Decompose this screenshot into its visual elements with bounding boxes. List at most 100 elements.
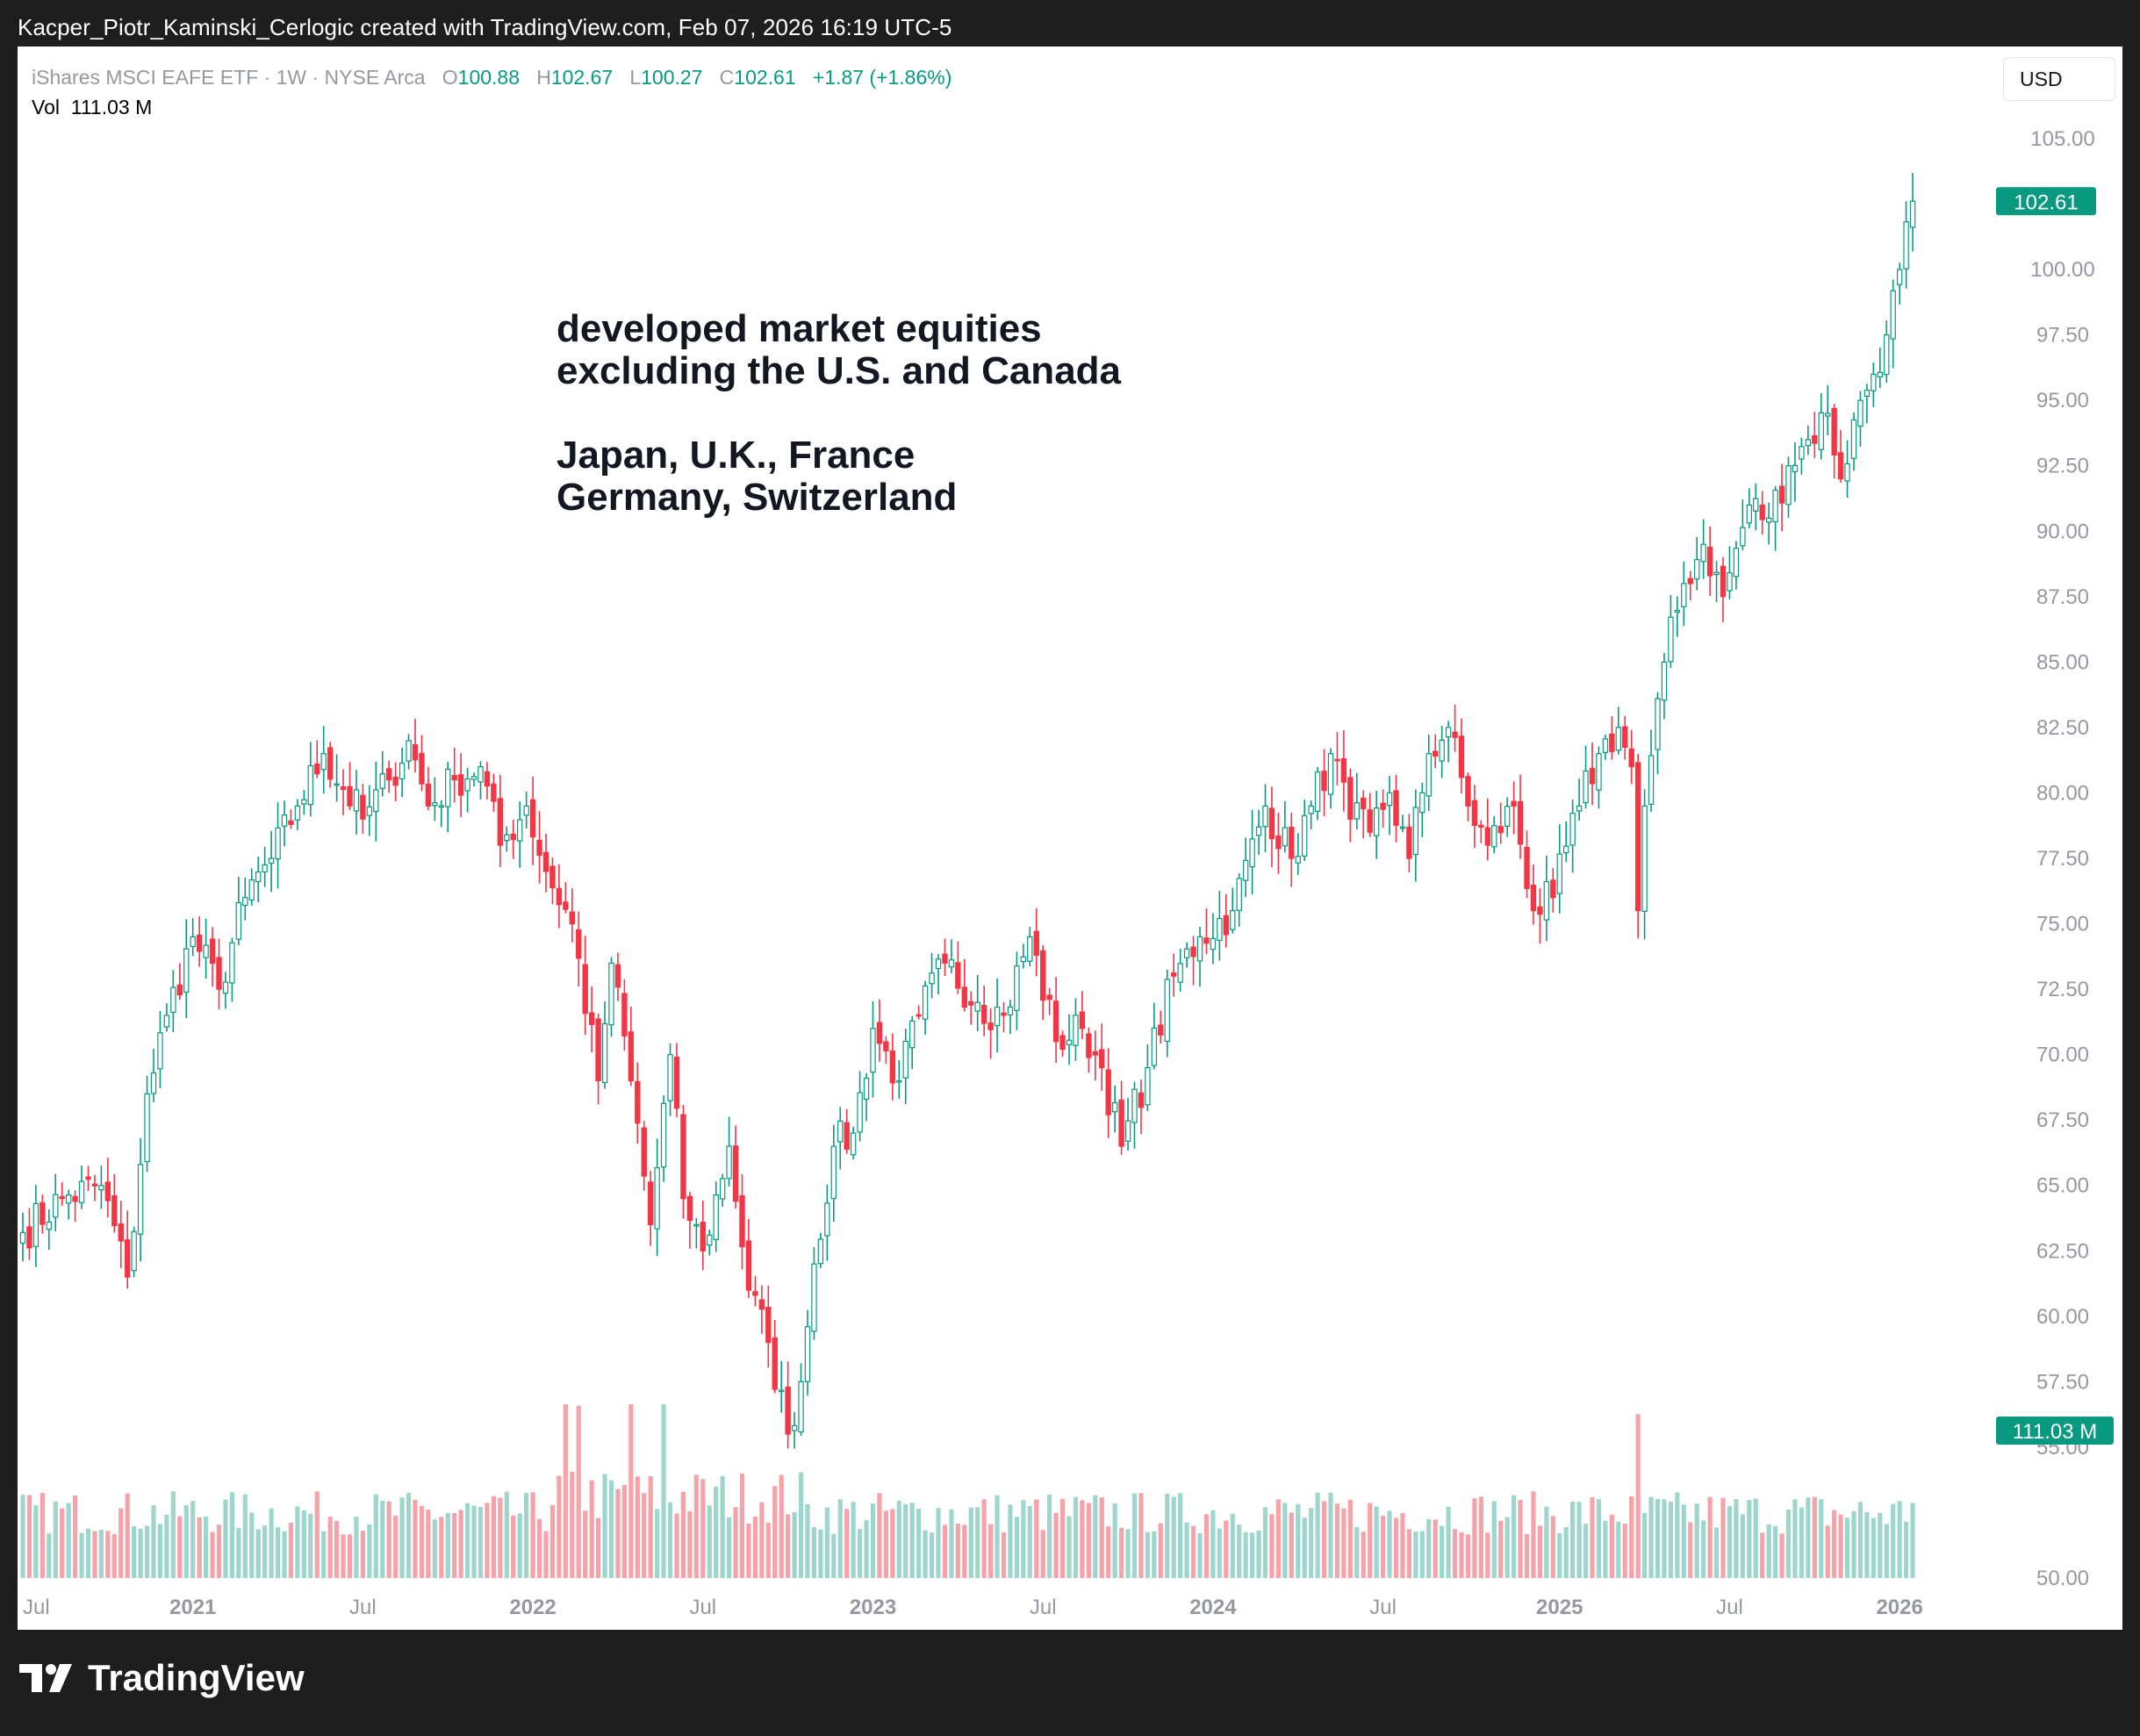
volume-bar [1544,1506,1549,1578]
candle-body [785,1386,791,1435]
candle-body [902,1040,908,1079]
candle-body [1145,1066,1151,1106]
volume-bar [608,1480,614,1578]
candle-body [1268,807,1275,840]
volume-bar [1878,1512,1883,1578]
high-value: 102.67 [550,66,614,89]
candle-body [1740,527,1746,547]
candle-body [242,897,248,907]
candle-body [307,764,314,806]
volume-bar [1419,1531,1425,1578]
candle-body [929,972,935,985]
candle-body [563,901,569,910]
volume-bar [549,1504,556,1578]
candle-body [732,1145,739,1202]
candle-body [1550,879,1556,899]
candle-body [1255,826,1262,836]
candle-body [104,1181,111,1202]
volume-bar [426,1510,431,1578]
candle-body [1282,827,1289,847]
tradingview-logo[interactable]: TradingView [19,1657,305,1699]
candle-body [576,929,582,959]
candle-body [1373,807,1380,836]
volume-bar [1093,1495,1098,1578]
candle-body [876,1022,883,1044]
candle-body [65,1194,72,1204]
volume-bar [1302,1517,1307,1578]
volume-bar [903,1503,908,1578]
candle-body [536,839,542,857]
volume-bar [1237,1524,1242,1578]
volume-bar [491,1496,496,1578]
price-chart[interactable]: 105.00102.50100.0097.5095.0092.5090.0087… [18,47,2122,1630]
price-axis-tick: 92.50 [2036,455,2089,478]
volume-bar [1785,1509,1792,1578]
candle-body [1118,1099,1124,1147]
candle-body [811,1263,817,1332]
candle-body [542,851,549,872]
volume-bar [1112,1503,1117,1578]
candle-body [392,777,399,786]
currency-button[interactable]: USD [2003,57,2115,101]
volume-bar [197,1517,202,1578]
volume-bar [1387,1510,1392,1578]
volume-bar [144,1525,150,1578]
chart-panel[interactable]: 105.00102.50100.0097.5095.0092.5090.0087… [18,47,2122,1630]
volume-bar [1393,1517,1399,1578]
volume-bar [655,1509,660,1578]
candle-body [216,957,222,990]
candle-body [791,1424,798,1431]
candle-body [176,984,183,996]
volume-bar [1066,1516,1072,1578]
candle-body [340,786,347,791]
volume-bar [1014,1517,1019,1578]
volume-bar [216,1524,222,1578]
candle-body [1655,698,1661,750]
price-axis-tick: 77.50 [2036,847,2089,871]
candle-body [406,740,412,762]
candle-body [1014,965,1020,1011]
volume-bar [707,1505,712,1578]
volume-bar [73,1496,78,1578]
volume-bar [687,1510,693,1578]
candle-body [478,766,484,783]
volume-bar [33,1504,39,1578]
candle-body [1099,1049,1105,1069]
candle-body [1602,738,1609,753]
candle-body [229,942,235,984]
volume-bar [988,1524,994,1578]
volume-bar [118,1508,124,1578]
volume-bar [727,1517,732,1578]
volume-bar [1531,1491,1536,1578]
candle-body [98,1185,104,1191]
volume-bar [1321,1501,1327,1578]
time-axis-tick: Jul [1369,1596,1397,1619]
candle-body [1648,755,1655,805]
candle-body [1249,838,1255,868]
candle-body [1484,827,1490,846]
candle-body [588,1012,595,1025]
volume-bar [1446,1506,1451,1578]
price-axis-tick: 85.00 [2036,650,2089,674]
volume-bar [1433,1519,1438,1578]
volume-bar [485,1503,490,1578]
volume-bar [204,1516,209,1578]
volume-bar [1250,1532,1255,1578]
volume-bar [439,1517,444,1578]
candle-body [1609,733,1615,752]
candle-body [451,775,457,781]
candle-body [1295,856,1301,864]
candle-body [281,814,288,827]
candle-body [817,1238,824,1265]
time-axis-tick: 2026 [1876,1596,1922,1619]
candle-body [608,962,614,1026]
candle-body [1693,559,1700,580]
volume-bar [621,1485,627,1578]
volume-bar [1622,1523,1627,1578]
candle-body [1700,543,1706,563]
volume-bar [301,1510,306,1578]
candle-body [235,902,242,940]
candle-body [908,1020,916,1049]
candle-body [1497,826,1504,834]
candle-body [1556,853,1562,894]
